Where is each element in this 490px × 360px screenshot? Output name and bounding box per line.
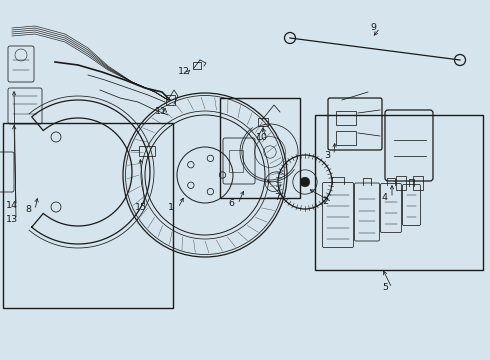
Text: 4: 4 <box>382 194 388 202</box>
Text: 11: 11 <box>155 108 167 117</box>
Circle shape <box>300 177 310 187</box>
Bar <box>3 123 173 308</box>
Bar <box>336 131 356 145</box>
Bar <box>396 176 406 190</box>
Text: 10: 10 <box>256 134 268 143</box>
Text: 5: 5 <box>382 284 388 292</box>
Bar <box>193 62 201 69</box>
Text: 13: 13 <box>6 216 18 225</box>
Text: 6: 6 <box>228 199 234 208</box>
Text: 15: 15 <box>135 203 147 212</box>
Text: 1: 1 <box>168 203 174 212</box>
Text: 9: 9 <box>370 23 376 32</box>
Text: 7: 7 <box>274 194 280 202</box>
Bar <box>315 115 483 270</box>
Text: 2: 2 <box>322 198 328 207</box>
Text: 8: 8 <box>25 206 31 215</box>
Text: 14: 14 <box>6 202 18 211</box>
Bar <box>229 150 243 172</box>
Bar <box>139 146 155 156</box>
Bar <box>220 98 300 198</box>
Bar <box>413 176 423 190</box>
Bar <box>166 95 175 105</box>
Bar <box>336 111 356 125</box>
Bar <box>258 118 268 126</box>
Text: 3: 3 <box>324 150 330 159</box>
Text: 12: 12 <box>178 68 190 77</box>
